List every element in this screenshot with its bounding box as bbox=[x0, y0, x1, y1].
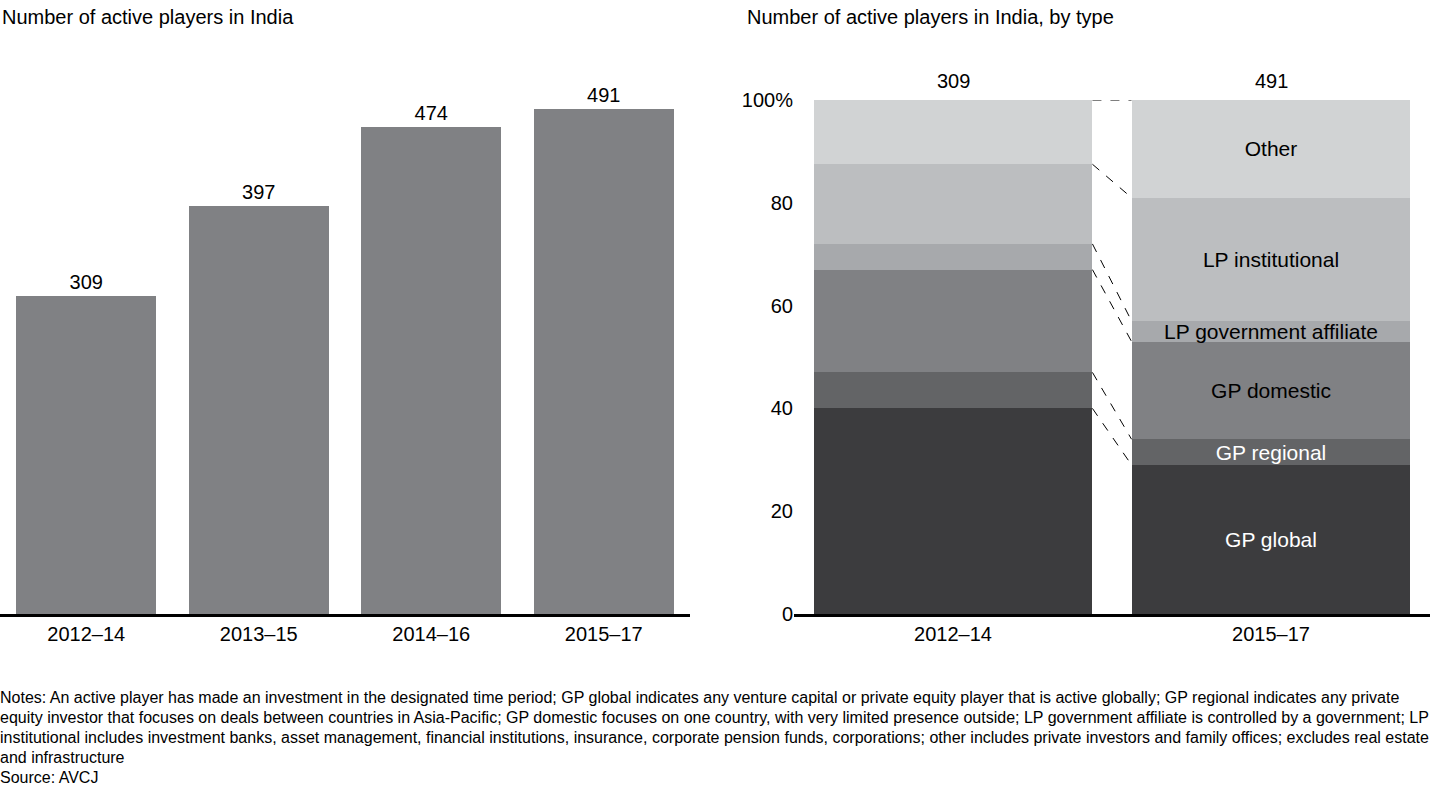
svg-text:309: 309 bbox=[70, 271, 103, 293]
svg-text:491: 491 bbox=[587, 84, 620, 106]
svg-text:Number of active players in In: Number of active players in India bbox=[2, 6, 294, 28]
svg-text:491: 491 bbox=[1255, 70, 1288, 92]
svg-text:2014–16: 2014–16 bbox=[392, 623, 470, 645]
svg-text:Number of active players in In: Number of active players in India, by ty… bbox=[747, 6, 1114, 28]
svg-text:2015–17: 2015–17 bbox=[1232, 623, 1310, 645]
svg-text:100%: 100% bbox=[742, 89, 793, 111]
svg-text:2015–17: 2015–17 bbox=[565, 623, 643, 645]
svg-text:397: 397 bbox=[242, 181, 275, 203]
svg-text:60: 60 bbox=[771, 295, 793, 317]
svg-text:20: 20 bbox=[771, 500, 793, 522]
svg-text:40: 40 bbox=[771, 397, 793, 419]
html-text:Source: AVCJ: Source: AVCJ bbox=[0, 769, 99, 786]
svg-text:GP domestic: GP domestic bbox=[1211, 379, 1331, 402]
svg-text:GP global: GP global bbox=[1225, 528, 1317, 551]
svg-text:474: 474 bbox=[415, 102, 448, 124]
svg-text:0: 0 bbox=[782, 603, 793, 625]
svg-text:GP regional: GP regional bbox=[1216, 441, 1327, 464]
svg-text:LP government affiliate: LP government affiliate bbox=[1164, 320, 1378, 343]
svg-text:2013–15: 2013–15 bbox=[220, 623, 298, 645]
svg-text:Other: Other bbox=[1245, 137, 1298, 160]
svg-text:309: 309 bbox=[937, 70, 970, 92]
svg-text:LP institutional: LP institutional bbox=[1203, 248, 1339, 271]
svg-text:2012–14: 2012–14 bbox=[47, 623, 125, 645]
svg-text:80: 80 bbox=[771, 192, 793, 214]
svg-text:2012–14: 2012–14 bbox=[914, 623, 992, 645]
html-text:Notes: An active player has ma: Notes: An active player has made an inve… bbox=[0, 689, 1429, 766]
